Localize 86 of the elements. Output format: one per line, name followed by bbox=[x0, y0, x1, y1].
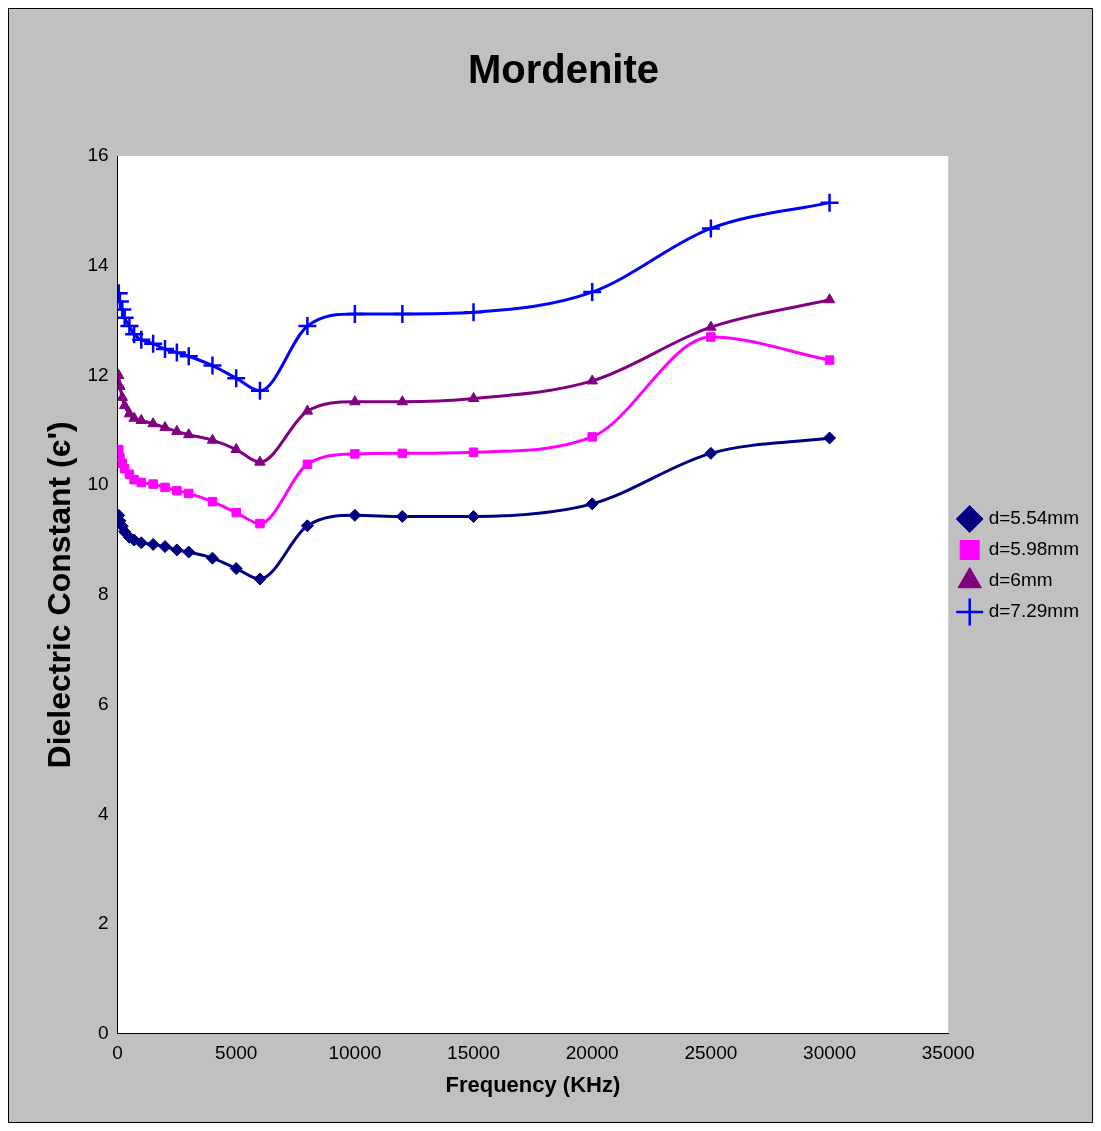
point bbox=[183, 488, 194, 499]
point bbox=[397, 448, 408, 459]
point bbox=[147, 417, 159, 428]
point bbox=[300, 519, 314, 533]
point bbox=[117, 390, 128, 401]
point bbox=[396, 395, 409, 406]
x-tick-label: 0 bbox=[112, 1042, 123, 1064]
point bbox=[349, 395, 361, 406]
point bbox=[249, 380, 271, 402]
point bbox=[586, 374, 598, 385]
point bbox=[183, 428, 195, 439]
y-tick-label: 4 bbox=[97, 802, 109, 824]
point bbox=[160, 482, 170, 493]
y-tick-label: 12 bbox=[87, 363, 109, 385]
point bbox=[302, 459, 313, 470]
point bbox=[205, 551, 219, 565]
point bbox=[206, 433, 219, 444]
legend-label: d=6mm bbox=[988, 569, 1053, 591]
y-axis-title: Dielectric Constant (є') bbox=[41, 421, 78, 769]
x-tick-label: 30000 bbox=[803, 1042, 856, 1064]
point bbox=[225, 367, 247, 389]
point bbox=[823, 293, 836, 304]
y-tick-label: 14 bbox=[87, 253, 109, 275]
point bbox=[178, 346, 199, 367]
point bbox=[230, 443, 242, 454]
legend-label: d=5.54mm bbox=[988, 507, 1079, 529]
legend-label: d=5.98mm bbox=[988, 538, 1079, 560]
point bbox=[128, 411, 140, 422]
point bbox=[395, 509, 409, 523]
point bbox=[704, 446, 718, 460]
point bbox=[467, 509, 481, 523]
point bbox=[587, 432, 597, 442]
point bbox=[585, 497, 599, 511]
point bbox=[463, 302, 484, 323]
y-tick-label: 2 bbox=[97, 912, 109, 934]
point bbox=[468, 447, 479, 457]
point bbox=[255, 518, 265, 529]
point bbox=[134, 536, 148, 550]
x-tick-label: 25000 bbox=[684, 1042, 738, 1064]
y-tick-label: 8 bbox=[97, 583, 109, 605]
point bbox=[158, 540, 172, 554]
point bbox=[392, 303, 413, 325]
point bbox=[159, 421, 171, 432]
point bbox=[700, 218, 722, 239]
point bbox=[705, 320, 717, 331]
point bbox=[819, 192, 840, 213]
y-tick-label: 0 bbox=[97, 1022, 109, 1044]
x-tick-label: 20000 bbox=[565, 1042, 619, 1064]
point bbox=[182, 545, 196, 559]
point bbox=[253, 572, 267, 586]
point bbox=[207, 496, 218, 507]
chart-title: Mordenite bbox=[467, 47, 660, 92]
legend-label: d=7.29mm bbox=[988, 600, 1079, 622]
point bbox=[467, 391, 480, 402]
point bbox=[148, 479, 158, 489]
point bbox=[166, 342, 188, 363]
point bbox=[118, 399, 131, 410]
point bbox=[301, 404, 314, 415]
y-tick-label: 6 bbox=[97, 692, 109, 714]
point bbox=[297, 315, 318, 337]
x-axis-title: Frequency (KHz) bbox=[445, 1071, 621, 1097]
point bbox=[231, 507, 241, 518]
x-tick-label: 15000 bbox=[447, 1042, 500, 1064]
point bbox=[229, 562, 243, 576]
x-tick-label: 10000 bbox=[328, 1042, 382, 1064]
point bbox=[823, 431, 837, 445]
point bbox=[154, 338, 176, 360]
point bbox=[171, 424, 183, 435]
point bbox=[581, 281, 603, 303]
point bbox=[706, 332, 716, 342]
point bbox=[170, 543, 184, 557]
point bbox=[344, 303, 366, 325]
point bbox=[254, 455, 266, 466]
y-tick-label: 10 bbox=[87, 473, 109, 495]
point bbox=[142, 333, 164, 354]
x-tick-label: 5000 bbox=[215, 1042, 258, 1064]
point bbox=[350, 449, 360, 459]
point bbox=[172, 485, 182, 496]
y-tick-label: 16 bbox=[87, 144, 109, 166]
point bbox=[136, 477, 147, 488]
point bbox=[348, 508, 362, 522]
point bbox=[135, 413, 147, 424]
x-tick-label: 35000 bbox=[921, 1042, 975, 1064]
point bbox=[824, 355, 835, 365]
point bbox=[146, 537, 160, 551]
point bbox=[202, 355, 223, 376]
